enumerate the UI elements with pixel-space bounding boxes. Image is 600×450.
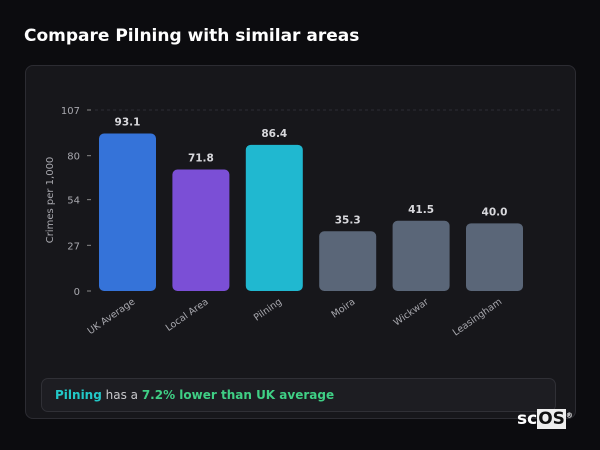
y-tick-label: 54 (67, 196, 80, 207)
bar-local-area (172, 169, 230, 291)
y-axis-label: Crimes per 1,000 (45, 157, 56, 244)
bar-pilning (245, 144, 303, 291)
page-title: Compare Pilning with similar areas (24, 26, 360, 46)
scos-logo: scOS® (517, 409, 573, 429)
category-label: UK Average (86, 296, 138, 337)
y-tick-label: 0 (74, 287, 80, 298)
y-tick-label: 27 (67, 241, 80, 252)
y-tick-label: 80 (67, 152, 80, 163)
bar-moira (319, 231, 377, 291)
category-label: Pilning (252, 296, 284, 323)
value-label: 40.0 (482, 206, 508, 218)
value-label: 86.4 (261, 128, 287, 140)
category-label: Moira (329, 296, 357, 320)
value-label: 71.8 (188, 153, 214, 165)
value-label: 93.1 (115, 117, 141, 129)
value-label: 35.3 (335, 214, 361, 226)
bar-wickwar (392, 220, 450, 291)
comparison-summary: Pilning has a 7.2% lower than UK average (41, 378, 556, 412)
bar-uk-average (99, 133, 156, 291)
value-label: 41.5 (408, 204, 434, 216)
area-name: Pilning (55, 388, 102, 402)
bar-leasingham (466, 223, 523, 291)
category-label: Leasingham (451, 296, 504, 338)
y-tick-label: 107 (61, 106, 80, 117)
category-label: Wickwar (392, 296, 431, 328)
category-label: Local Area (164, 296, 211, 333)
comparison-highlight: 7.2% lower than UK average (141, 388, 335, 402)
summary-text: has a (101, 388, 142, 402)
